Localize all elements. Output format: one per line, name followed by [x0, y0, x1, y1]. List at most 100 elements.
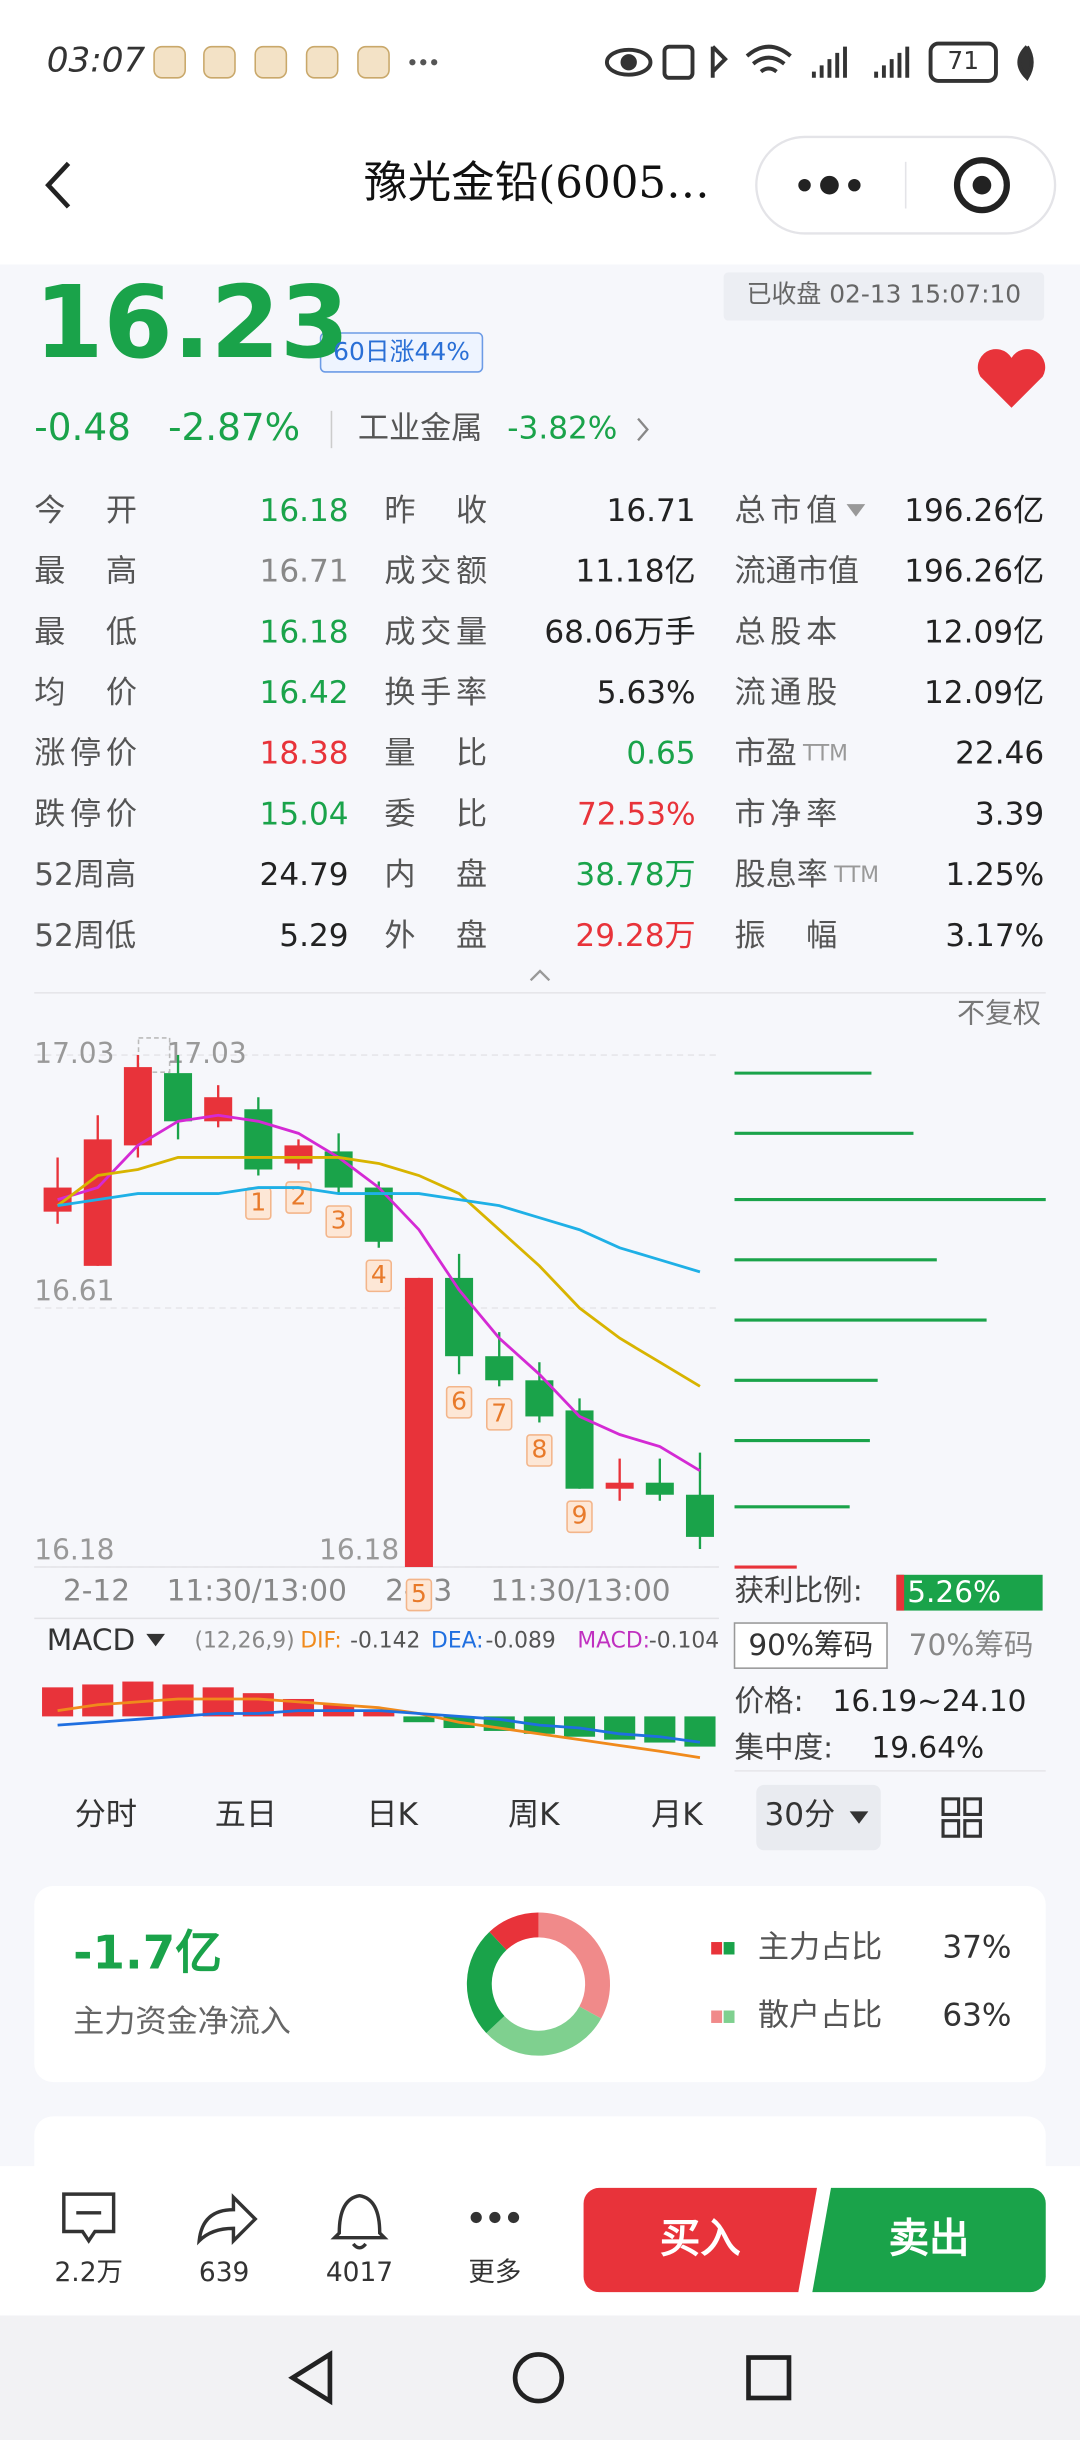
nav-buttons[interactable]	[288, 2350, 792, 2406]
legend-swatch	[711, 2010, 723, 2023]
legend-name: 散户占比	[758, 1998, 882, 2034]
flow-label: 主力资金净流入	[73, 2004, 291, 2040]
x-tick-label: 11:30/13:00	[167, 1573, 347, 1607]
macd-label: MACD:	[577, 1629, 650, 1654]
stat-label: 换手率	[384, 675, 487, 711]
stat-label: 股息率	[735, 857, 828, 893]
macd-bar	[82, 1684, 114, 1717]
stat-value: 196.26亿	[904, 554, 1044, 590]
stat-value: 11.18亿	[575, 554, 695, 590]
stat-value: 16.18	[260, 493, 349, 529]
dif-label: DIF:	[300, 1629, 341, 1654]
dropdown[interactable]	[846, 504, 866, 517]
profit-bar-edge	[896, 1574, 905, 1611]
period-tab[interactable]: 五日	[215, 1797, 277, 1833]
period-tab[interactable]: 分时	[75, 1797, 137, 1833]
dea-value: -0.089	[486, 1629, 556, 1654]
stat-value: 72.53%	[577, 796, 696, 832]
candle-tag-box	[486, 1397, 513, 1431]
battery-level: 71	[947, 46, 979, 75]
sector-arrow[interactable]	[637, 417, 649, 442]
macd-dropdown[interactable]	[146, 1633, 165, 1647]
more-dots	[409, 59, 438, 66]
stat-label: 跌停价	[34, 796, 137, 832]
chip-tab: 70%筹码	[909, 1628, 1034, 1662]
chip-tab-active[interactable]	[733, 1622, 888, 1669]
buy-button[interactable]	[583, 2187, 817, 2293]
candle-tag: 4	[371, 1260, 387, 1289]
stat-value: 0.65	[626, 736, 695, 772]
page-title: 豫光金铅(6005…	[364, 159, 710, 209]
stat-label: 52周低	[34, 918, 136, 954]
candle-body	[485, 1356, 514, 1381]
indicator-name: MACD	[47, 1623, 136, 1657]
x-tick-label: 2-12	[63, 1573, 130, 1607]
period-tab[interactable]: 日K	[366, 1797, 419, 1833]
stat-label: 市盈	[735, 736, 797, 772]
macd-bar	[363, 1710, 395, 1717]
collapse[interactable]	[529, 969, 551, 982]
badge	[319, 332, 484, 373]
stat-value: 5.63%	[597, 675, 696, 711]
min-label: 16.18	[319, 1533, 399, 1566]
stat-label: 总市值	[735, 493, 838, 529]
candle-body	[83, 1139, 112, 1266]
dif-value: -0.142	[350, 1629, 420, 1654]
candle-tag: 5	[411, 1579, 427, 1608]
adjust-mode: 不复权	[957, 997, 1041, 1030]
y-tick-label: 17.03	[34, 1037, 114, 1070]
tab-dropdown	[849, 1811, 869, 1824]
candle-tag: 8	[531, 1434, 547, 1463]
stat-suffix: TTM	[802, 742, 848, 767]
candle-body	[605, 1482, 634, 1489]
price: 16.23	[34, 266, 349, 381]
stat-value: 12.09亿	[924, 614, 1044, 650]
candle-tag: 7	[491, 1398, 507, 1427]
favorite[interactable]	[977, 349, 1046, 408]
tab-active[interactable]	[756, 1784, 881, 1851]
buy-label: 买入	[660, 2214, 741, 2262]
stat-value: 29.28万	[575, 918, 695, 954]
close-button[interactable]	[953, 157, 1010, 214]
candle-body	[164, 1073, 193, 1122]
candle-tag-box	[365, 1259, 393, 1293]
stat-value: 15.04	[260, 796, 349, 832]
stat-label: 总股本	[735, 614, 838, 650]
stat-value: 196.26亿	[904, 493, 1044, 529]
flow-card	[34, 1886, 1046, 2083]
candle-tag: 2	[291, 1182, 307, 1211]
legend-swatch	[723, 2010, 735, 2023]
y-tick-label: 16.18	[34, 1533, 114, 1566]
candle-tag: 1	[250, 1188, 266, 1217]
sector: 工业金属	[358, 410, 482, 446]
stat-label: 52周高	[34, 857, 136, 893]
stat-value: 3.17%	[945, 918, 1044, 954]
period-tab[interactable]: 周K	[508, 1797, 561, 1833]
sector-pct: -3.82%	[507, 410, 617, 446]
concentration-label: 集中度:	[735, 1731, 834, 1765]
period-tab[interactable]: 30分	[765, 1797, 836, 1833]
action-icons[interactable]	[62, 2192, 520, 2250]
x-tick-label: 11:30/13:00	[490, 1573, 670, 1607]
macd-bar	[403, 1716, 435, 1723]
max-label: 17.03	[167, 1037, 247, 1070]
moving-average	[57, 1186, 701, 1274]
sell-button[interactable]	[812, 2187, 1046, 2293]
macd-line	[57, 1709, 701, 1744]
layout-button[interactable]	[941, 1797, 982, 1838]
period-tab[interactable]: 月K	[651, 1797, 704, 1833]
stat-value: 16.71	[260, 554, 349, 590]
candle-tag-box	[325, 1205, 352, 1238]
stat-value: 22.46	[955, 736, 1044, 772]
market-status-box	[723, 272, 1045, 321]
market-status: 已收盘 02-13 15:07:10	[747, 280, 1021, 309]
legend-value: 37%	[942, 1929, 1011, 1965]
menu-button[interactable]	[798, 175, 861, 195]
indicator-params: (12,26,9)	[195, 1629, 295, 1654]
candle-tag: 9	[572, 1501, 588, 1530]
back-button[interactable]	[45, 161, 71, 209]
macd-bar	[563, 1716, 596, 1737]
change-pct: -2.87%	[168, 405, 300, 449]
candle-body	[565, 1410, 594, 1489]
